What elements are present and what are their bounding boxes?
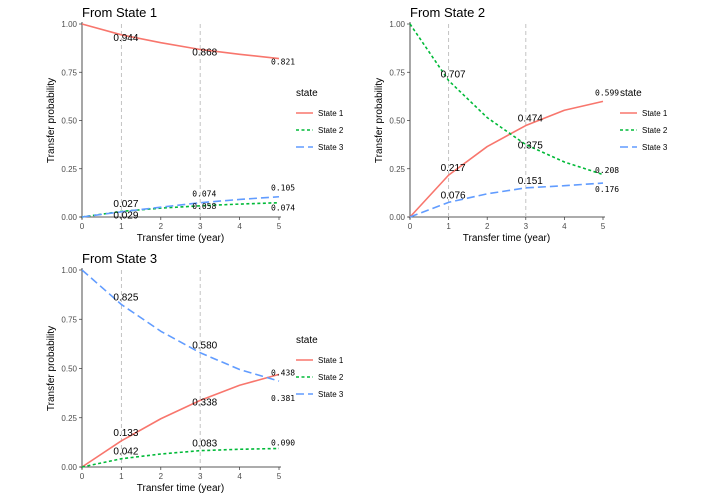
panel-from-state-3: From State 3 0.00 0.25 0.50 0.75 1.00 0 1 2 3 4 5 Tr… [46, 251, 344, 494]
y-tick-label: 0.75 [61, 68, 77, 77]
y-tick-label: 0.00 [61, 213, 77, 222]
data-label: 0.151 [518, 176, 543, 187]
x-axis-label: Transfer time (year) [463, 233, 550, 244]
legend-label: State 1 [642, 109, 668, 118]
y-tick-label: 0.75 [61, 315, 77, 324]
data-label: 0.074 [192, 190, 216, 199]
data-label: 0.029 [113, 210, 138, 221]
x-tick-label: 3 [524, 222, 529, 231]
y-tick-label: 1.00 [389, 20, 405, 29]
x-axis-label: Transfer time (year) [137, 483, 224, 494]
data-label: 0.133 [113, 428, 138, 439]
data-label: 0.338 [192, 397, 217, 408]
series-line-state-3 [81, 195, 280, 218]
y-tick-label: 0.50 [61, 117, 77, 126]
x-tick-label: 3 [198, 222, 203, 231]
x-tick-label: 3 [198, 472, 203, 481]
data-label: 0.074 [271, 204, 295, 213]
x-axis-label: Transfer time (year) [137, 233, 224, 244]
data-label: 0.438 [271, 369, 295, 378]
y-tick-label: 1.00 [61, 20, 77, 29]
x-tick-label: 5 [601, 222, 606, 231]
series-line-state-2 [81, 447, 280, 468]
x-tick-label: 1 [446, 222, 451, 231]
y-tick-label: 0.25 [389, 165, 405, 174]
x-tick-label: 4 [237, 222, 242, 231]
y-tick-label: 1.00 [61, 266, 77, 275]
x-tick-label: 5 [277, 472, 282, 481]
x-tick-label: 5 [277, 222, 282, 231]
x-tick-label: 0 [408, 222, 413, 231]
data-label: 0.176 [595, 185, 619, 194]
legend-title: state [296, 88, 318, 99]
x-tick-label: 1 [119, 472, 124, 481]
series-line-state-2 [81, 201, 280, 218]
data-label: 0.076 [441, 190, 466, 201]
data-label: 0.083 [192, 439, 217, 450]
chart-title: From State 3 [82, 251, 157, 266]
data-label: 0.090 [271, 438, 295, 447]
data-label: 0.580 [192, 341, 217, 352]
y-tick-label: 0.75 [389, 68, 405, 77]
legend-label: State 2 [318, 126, 344, 135]
data-label: 0.944 [113, 33, 138, 44]
series-line-state-1 [81, 373, 280, 468]
x-tick-label: 0 [80, 472, 85, 481]
x-tick-label: 4 [237, 472, 242, 481]
data-label: 0.707 [441, 70, 466, 81]
legend-title: state [620, 88, 642, 99]
data-label: 0.027 [113, 199, 138, 210]
data-label: 0.474 [518, 114, 543, 125]
legend-label: State 1 [318, 109, 344, 118]
y-tick-label: 0.25 [61, 165, 77, 174]
legend-label: State 3 [642, 143, 668, 152]
x-tick-label: 2 [485, 222, 490, 231]
data-label: 0.217 [441, 163, 466, 174]
y-tick-label: 0.00 [389, 213, 405, 222]
x-tick-label: 4 [562, 222, 567, 231]
y-tick-label: 0.50 [389, 117, 405, 126]
series-line-state-1 [409, 100, 604, 218]
panel-from-state-2: From State 2 0.00 0.25 0.50 0.75 1.00 0 1 2 3 4 5 Tr… [374, 5, 668, 244]
legend-label: State 2 [642, 126, 668, 135]
data-label: 0.868 [192, 47, 217, 58]
data-label: 0.821 [271, 58, 295, 67]
legend-label: State 1 [318, 356, 344, 365]
chart-title: From State 2 [410, 5, 485, 20]
series-line-state-2 [409, 23, 604, 176]
x-tick-label: 2 [159, 472, 164, 481]
data-label: 0.599 [595, 88, 619, 97]
y-axis-label: Transfer probability [46, 78, 57, 163]
y-axis-label: Transfer probability [374, 78, 385, 163]
data-label: 0.058 [192, 202, 216, 211]
data-label: 0.208 [595, 166, 619, 175]
legend-label: State 3 [318, 390, 344, 399]
series-line-state-1 [81, 23, 280, 60]
series-line-state-3 [81, 269, 280, 382]
y-tick-label: 0.50 [61, 365, 77, 374]
y-tick-label: 0.00 [61, 463, 77, 472]
y-tick-label: 0.25 [61, 414, 77, 423]
chart-title: From State 1 [82, 5, 157, 20]
legend-label: State 3 [318, 143, 344, 152]
data-label: 0.375 [518, 141, 543, 152]
data-label: 0.381 [271, 394, 295, 403]
legend-label: State 2 [318, 373, 344, 382]
x-tick-label: 0 [80, 222, 85, 231]
data-label: 0.105 [271, 184, 295, 193]
series-line-state-3 [409, 182, 604, 218]
data-label: 0.825 [113, 292, 138, 303]
panel-from-state-1: From State 1 0.00 0.25 0.50 0.75 1.00 0 1 2 3 4 5 Tr… [46, 5, 344, 244]
y-axis-label: Transfer probability [46, 326, 57, 411]
data-label: 0.042 [113, 447, 138, 458]
legend-title: state [296, 335, 318, 346]
x-tick-label: 2 [159, 222, 164, 231]
x-tick-label: 1 [119, 222, 124, 231]
